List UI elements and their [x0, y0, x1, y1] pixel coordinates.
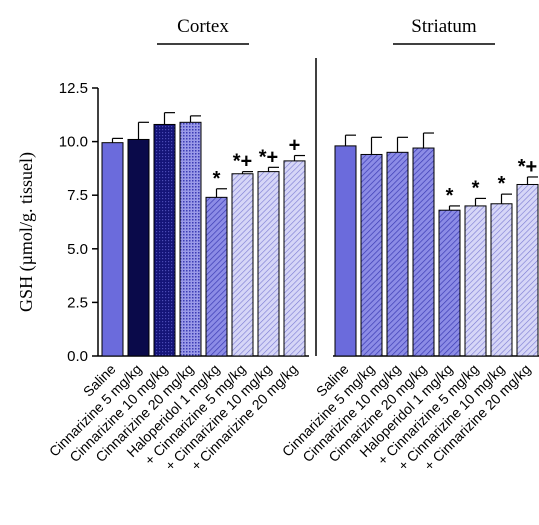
significance-marker: *: [446, 185, 454, 207]
bar: [283, 160, 306, 357]
significance-marker: *+: [518, 156, 537, 178]
bar: [360, 153, 383, 357]
bars-layer: * *+ *+ + * * * *+: [98, 58, 539, 357]
bar: [516, 183, 539, 357]
significance-marker: *: [213, 168, 221, 190]
significance-marker: *: [498, 173, 506, 195]
y-axis: 0.0 2.5 5.0 7.5 10.0 12.5: [59, 80, 99, 365]
bar: [231, 173, 254, 357]
y-tick-label: 7.5: [67, 187, 88, 204]
bar: [334, 145, 357, 357]
bar: [464, 205, 487, 357]
bar: [205, 196, 228, 357]
y-tick-label: 10.0: [59, 134, 88, 151]
significance-marker: *+: [259, 146, 278, 168]
bar: [257, 171, 280, 357]
y-tick-label: 2.5: [67, 294, 88, 311]
group-title: Cortex: [177, 16, 229, 37]
bar: [179, 121, 202, 357]
group-titles-layer: Cortex Striatum: [157, 16, 495, 45]
y-tick-label: 12.5: [59, 80, 88, 97]
bar: [386, 151, 409, 357]
significance-marker: *: [472, 177, 480, 199]
group-title: Striatum: [411, 16, 477, 37]
y-axis-label: GSH (µmol/g. tissuel): [16, 152, 37, 312]
significance-marker: +: [289, 135, 301, 157]
significance-marker: *+: [233, 151, 252, 173]
bar: [153, 123, 176, 357]
bar: [438, 209, 461, 357]
bar: [490, 203, 513, 357]
bar: [412, 147, 435, 357]
bar: [127, 138, 150, 357]
y-tick-label: 5.0: [67, 241, 88, 258]
y-tick-label: 0.0: [67, 348, 88, 365]
bar: [101, 142, 124, 357]
